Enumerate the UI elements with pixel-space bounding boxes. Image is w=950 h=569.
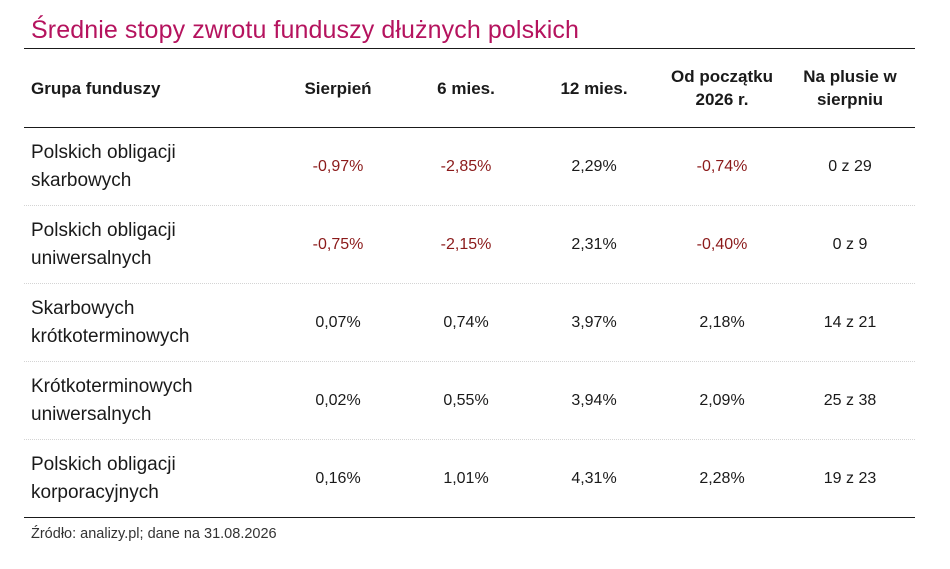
header-6-mies: 6 mies. xyxy=(406,49,526,127)
positive-count: 0 z 29 xyxy=(828,158,872,175)
fund-group-name-line2: uniwersalnych xyxy=(31,404,152,425)
fund-group-name-line2: uniwersalnych xyxy=(31,248,152,269)
header-od-poczatku-roku: Od początku 2026 r. xyxy=(662,49,782,127)
return-6m: -2,15% xyxy=(440,236,492,253)
return-ytd: 2,28% xyxy=(699,470,745,487)
positive-count: 25 z 38 xyxy=(823,392,877,409)
return-ytd: -0,40% xyxy=(696,236,748,253)
source-note: Źródło: analizy.pl; dane na 31.08.2026 xyxy=(31,526,277,542)
return-6m: 1,01% xyxy=(443,470,489,487)
fund-group-name-line2: skarbowych xyxy=(31,170,132,191)
header-label: Grupa funduszy xyxy=(31,78,161,98)
return-ytd: -0,74% xyxy=(696,158,748,175)
top-rule xyxy=(24,48,915,49)
fund-group-name: Polskich obligacji uniwersalnych xyxy=(31,206,271,284)
return-6m: -2,85% xyxy=(440,158,492,175)
row-divider xyxy=(24,205,915,206)
fund-group-name: Krótkoterminowych uniwersalnych xyxy=(31,362,271,440)
header-label: Na plusie w xyxy=(803,67,897,86)
row-divider xyxy=(24,283,915,284)
fund-group-name: Polskich obligacji skarbowych xyxy=(31,128,271,206)
fund-group-name-line1: Skarbowych xyxy=(31,298,135,319)
fund-group-name-line1: Polskich obligacji xyxy=(31,142,176,163)
table-row: Krótkoterminowych uniwersalnych 0,02% 0,… xyxy=(0,362,950,440)
page-title: Średnie stopy zwrotu funduszy dłużnych p… xyxy=(31,16,580,44)
fund-group-name-line1: Polskich obligacji xyxy=(31,454,176,475)
return-ytd: 2,09% xyxy=(699,392,745,409)
table-row: Polskich obligacji skarbowych -0,97% -2,… xyxy=(0,128,950,206)
return-6m: 0,55% xyxy=(443,392,489,409)
return-12m: 2,31% xyxy=(571,236,617,253)
header-sierpien: Sierpień xyxy=(278,49,398,127)
table-row: Skarbowych krótkoterminowych 0,07% 0,74%… xyxy=(0,284,950,362)
header-label: 6 mies. xyxy=(437,78,495,98)
return-august: -0,97% xyxy=(312,158,364,175)
fund-group-name: Polskich obligacji korporacyjnych xyxy=(31,440,271,518)
fund-group-name: Skarbowych krótkoterminowych xyxy=(31,284,271,362)
fund-group-name-line1: Polskich obligacji xyxy=(31,220,176,241)
header-label: 12 mies. xyxy=(560,78,628,98)
return-august: 0,02% xyxy=(315,392,361,409)
header-grupa-funduszy: Grupa funduszy xyxy=(31,49,271,127)
row-divider xyxy=(24,439,915,440)
header-label: Sierpień xyxy=(304,78,372,98)
header-na-plusie: Na plusie w sierpniu xyxy=(788,49,912,127)
return-12m: 4,31% xyxy=(571,470,617,487)
bottom-rule xyxy=(24,517,915,518)
fund-group-name-line1: Krótkoterminowych xyxy=(31,376,193,397)
return-12m: 2,29% xyxy=(571,158,617,175)
return-ytd: 2,18% xyxy=(699,314,745,331)
header-label-line2: sierpniu xyxy=(816,90,884,109)
positive-count: 19 z 23 xyxy=(823,470,877,487)
header-label: Od początku xyxy=(670,67,773,86)
return-august: -0,75% xyxy=(312,236,364,253)
header-12-mies: 12 mies. xyxy=(534,49,654,127)
table-row: Polskich obligacji korporacyjnych 0,16% … xyxy=(0,440,950,518)
fund-group-name-line2: krótkoterminowych xyxy=(31,326,190,347)
return-august: 0,16% xyxy=(315,470,361,487)
positive-count: 14 z 21 xyxy=(823,314,877,331)
fund-group-name-line2: korporacyjnych xyxy=(31,482,159,503)
return-12m: 3,94% xyxy=(571,392,617,409)
table-header: Grupa funduszy Sierpień 6 mies. 12 mies.… xyxy=(0,49,950,127)
return-6m: 0,74% xyxy=(443,314,489,331)
row-divider xyxy=(24,361,915,362)
header-label-line2: 2026 r. xyxy=(695,90,749,109)
header-rule xyxy=(24,127,915,128)
positive-count: 0 z 9 xyxy=(832,236,868,253)
return-12m: 3,97% xyxy=(571,314,617,331)
table-row: Polskich obligacji uniwersalnych -0,75% … xyxy=(0,206,950,284)
return-august: 0,07% xyxy=(315,314,361,331)
